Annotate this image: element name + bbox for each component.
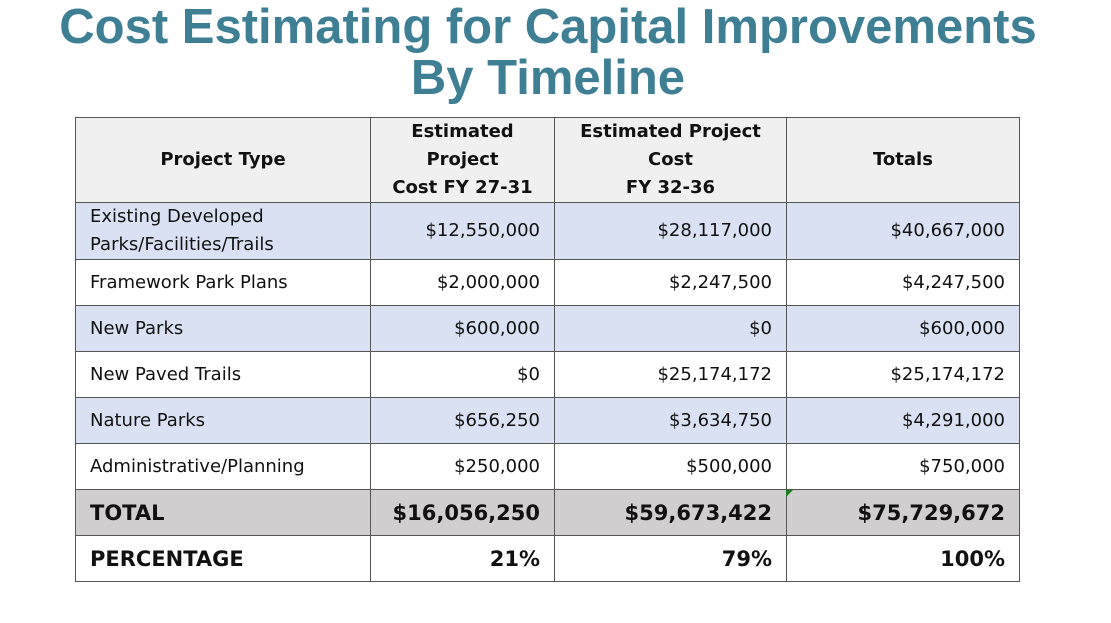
cell-total[interactable]: $600,000 bbox=[786, 305, 1020, 352]
cell-total[interactable]: $4,247,500 bbox=[786, 259, 1020, 306]
percentage-label[interactable]: PERCENTAGE bbox=[75, 535, 371, 582]
total-fy32-36[interactable]: $59,673,422 bbox=[554, 489, 787, 536]
header-fy32-36[interactable]: Estimated Project Cost FY 32-36 bbox=[554, 117, 787, 203]
cell-fy27-31[interactable]: $600,000 bbox=[370, 305, 555, 352]
total-label[interactable]: TOTAL bbox=[75, 489, 371, 536]
header-row: Project Type Estimated Project Cost FY 2… bbox=[75, 117, 1020, 203]
table-row: Nature Parks $656,250 $3,634,750 $4,291,… bbox=[75, 397, 1020, 444]
title-line-2: By Timeline bbox=[410, 51, 686, 105]
cell-project-type[interactable]: Nature Parks bbox=[75, 397, 371, 444]
total-fy27-31[interactable]: $16,056,250 bbox=[370, 489, 555, 536]
cell-fy27-31[interactable]: $0 bbox=[370, 351, 555, 398]
header-fy32-line2: FY 32-36 bbox=[625, 177, 716, 198]
cell-comment-indicator-icon bbox=[786, 490, 793, 497]
cell-total[interactable]: $25,174,172 bbox=[786, 351, 1020, 398]
cell-project-type[interactable]: Framework Park Plans bbox=[75, 259, 371, 306]
table-row: New Parks $600,000 $0 $600,000 bbox=[75, 305, 1020, 352]
title-line-1: Cost Estimating for Capital Improvements bbox=[59, 0, 1037, 54]
cell-fy27-31[interactable]: $656,250 bbox=[370, 397, 555, 444]
cell-fy32-36[interactable]: $0 bbox=[554, 305, 787, 352]
cell-fy32-36[interactable]: $3,634,750 bbox=[554, 397, 787, 444]
cell-total[interactable]: $4,291,000 bbox=[786, 397, 1020, 444]
table-row: Administrative/Planning $250,000 $500,00… bbox=[75, 443, 1020, 490]
percentage-fy32-36[interactable]: 79% bbox=[554, 535, 787, 582]
cell-fy27-31[interactable]: $250,000 bbox=[370, 443, 555, 490]
cell-project-type[interactable]: Administrative/Planning bbox=[75, 443, 371, 490]
header-fy27-31[interactable]: Estimated Project Cost FY 27-31 bbox=[370, 117, 555, 203]
total-grand[interactable]: $75,729,672 bbox=[786, 489, 1020, 536]
cell-project-type-line2: Parks/Facilities/Trails bbox=[90, 234, 274, 255]
cell-project-type[interactable]: New Parks bbox=[75, 305, 371, 352]
percentage-row: PERCENTAGE 21% 79% 100% bbox=[75, 535, 1020, 582]
percentage-total[interactable]: 100% bbox=[786, 535, 1020, 582]
cell-fy27-31[interactable]: $12,550,000 bbox=[370, 202, 555, 260]
cell-project-type[interactable]: New Paved Trails bbox=[75, 351, 371, 398]
table-row: New Paved Trails $0 $25,174,172 $25,174,… bbox=[75, 351, 1020, 398]
header-fy32-line1: Estimated Project Cost bbox=[580, 121, 761, 170]
cell-project-type[interactable]: Existing Developed Parks/Facilities/Trai… bbox=[75, 202, 371, 260]
cell-fy32-36[interactable]: $25,174,172 bbox=[554, 351, 787, 398]
header-fy27-line2: Cost FY 27-31 bbox=[392, 177, 533, 198]
cell-fy32-36[interactable]: $28,117,000 bbox=[554, 202, 787, 260]
table-row: Existing Developed Parks/Facilities/Trai… bbox=[75, 202, 1020, 260]
cell-project-type-line1: Existing Developed bbox=[90, 206, 264, 227]
cell-fy27-31[interactable]: $2,000,000 bbox=[370, 259, 555, 306]
header-project-type[interactable]: Project Type bbox=[75, 117, 371, 203]
percentage-fy27-31[interactable]: 21% bbox=[370, 535, 555, 582]
table-row: Framework Park Plans $2,000,000 $2,247,5… bbox=[75, 259, 1020, 306]
header-fy27-line1: Estimated Project bbox=[411, 121, 514, 170]
cell-total[interactable]: $40,667,000 bbox=[786, 202, 1020, 260]
cell-fy32-36[interactable]: $2,247,500 bbox=[554, 259, 787, 306]
total-row: TOTAL $16,056,250 $59,673,422 $75,729,67… bbox=[75, 489, 1020, 536]
page-title: Cost Estimating for Capital Improvements… bbox=[0, 2, 1096, 104]
cell-total[interactable]: $750,000 bbox=[786, 443, 1020, 490]
header-totals[interactable]: Totals bbox=[786, 117, 1020, 203]
cell-fy32-36[interactable]: $500,000 bbox=[554, 443, 787, 490]
cost-table: Project Type Estimated Project Cost FY 2… bbox=[75, 117, 1020, 582]
